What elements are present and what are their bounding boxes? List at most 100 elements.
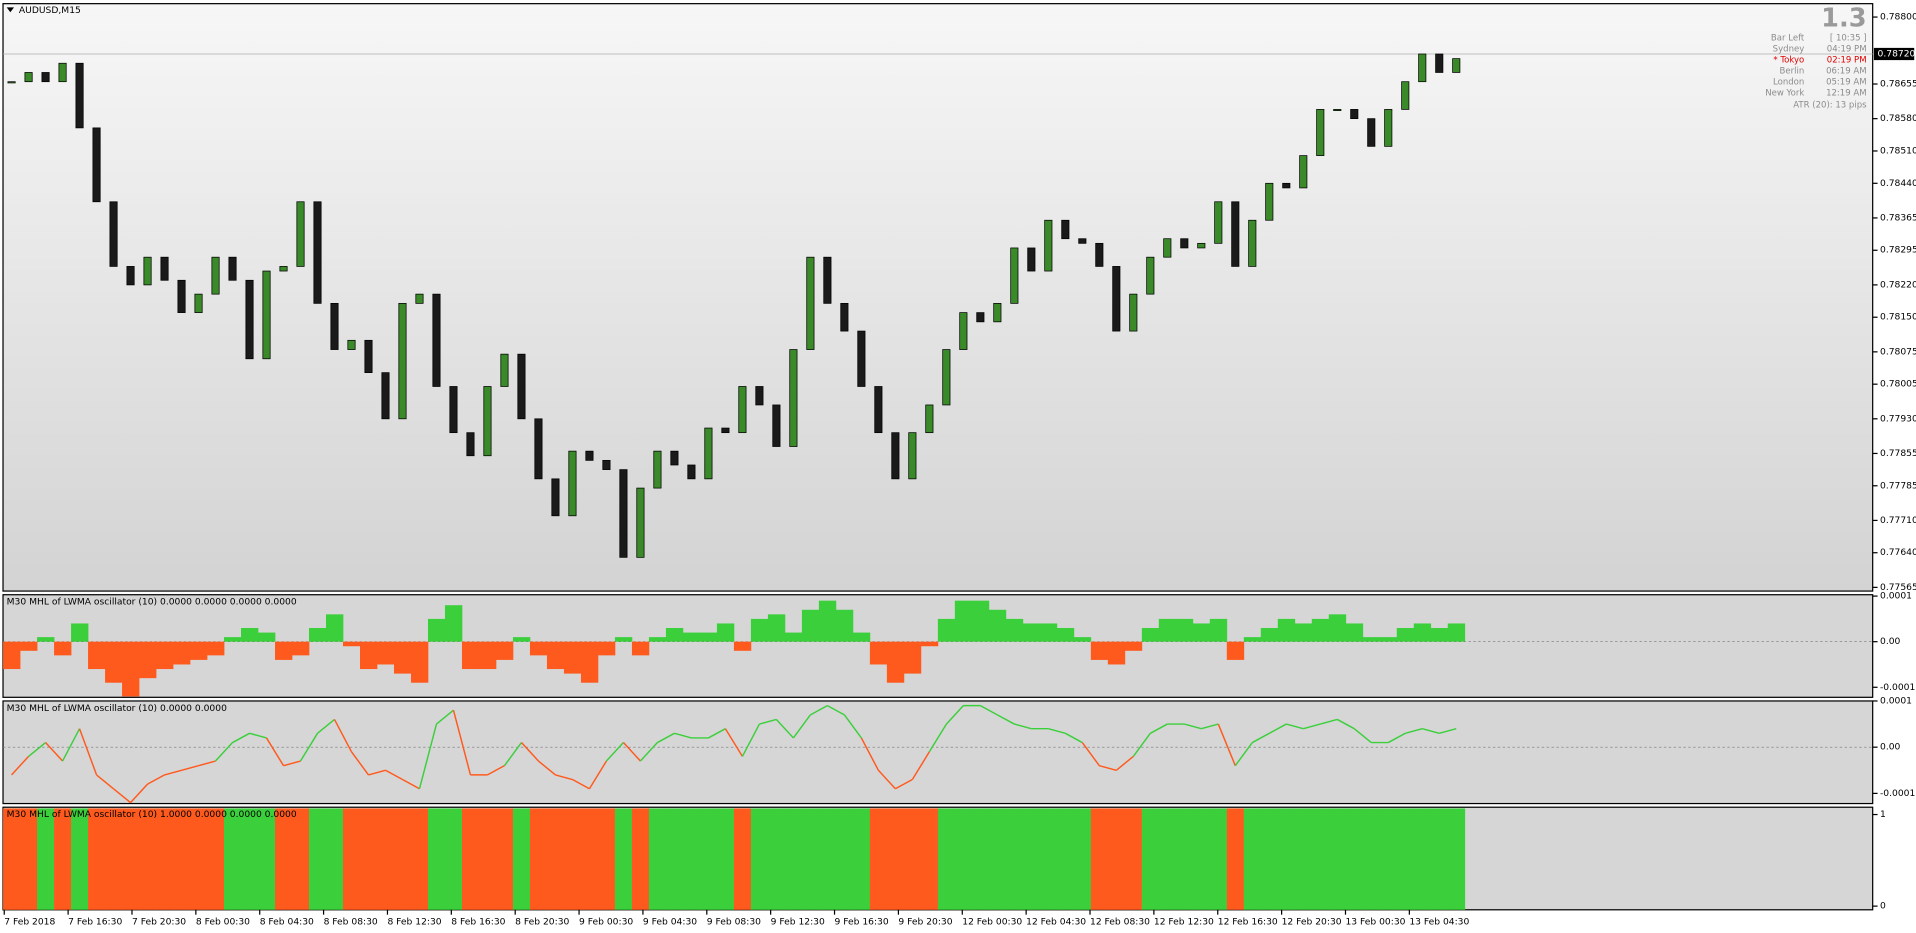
info-atr: ATR (20): 13 pips: [1793, 101, 1867, 111]
osc-bar: [716, 623, 735, 642]
y-tick-label: 0.00: [1880, 743, 1901, 753]
state-bar: [1073, 808, 1092, 910]
state-bar: [971, 808, 990, 910]
osc-bar: [309, 628, 327, 642]
osc-line-segment: [605, 742, 624, 762]
osc-line-segment: [759, 718, 777, 725]
osc-line-segment: [1132, 732, 1151, 757]
osc-bar: [325, 614, 344, 642]
candle: [1180, 238, 1189, 249]
menu-arrow[interactable]: [6, 7, 15, 13]
osc-bar: [190, 641, 208, 660]
osc-bar: [886, 641, 905, 683]
state-bar: [71, 808, 89, 910]
osc-line-segment: [945, 705, 964, 725]
osc-bar: [20, 641, 38, 651]
osc-bar: [1107, 641, 1126, 665]
osc-bar: [495, 641, 514, 660]
osc-bar: [1209, 618, 1228, 642]
osc-bar: [920, 641, 939, 647]
osc-bar: [597, 641, 616, 656]
candle: [1061, 219, 1070, 240]
y-tick-label: 0: [1880, 902, 1886, 912]
osc-line-segment: [877, 769, 896, 790]
state-bar: [105, 808, 123, 910]
osc-bar: [444, 605, 463, 642]
state-bar: [631, 808, 650, 910]
candle: [517, 353, 526, 420]
osc-line-segment: [452, 710, 472, 776]
state-bar: [1413, 808, 1432, 910]
state-bar: [20, 808, 38, 910]
osc-bar: [699, 632, 718, 642]
osc-bar: [1396, 628, 1415, 642]
osc-line-segment: [232, 732, 250, 744]
osc-line-segment: [147, 774, 165, 785]
x-tick-label: 9 Feb 04:30: [643, 918, 697, 928]
state-bar: [461, 808, 480, 910]
state-bar: [512, 808, 531, 910]
osc-bar: [342, 641, 361, 647]
candle: [364, 339, 373, 374]
candle: [619, 469, 628, 558]
candle: [704, 427, 713, 480]
state-bar: [444, 808, 463, 910]
info-label: * Tokyo: [1773, 55, 1804, 65]
state-bar: [1362, 808, 1381, 910]
state-bar: [427, 808, 446, 910]
osc-line-segment: [708, 728, 726, 739]
osc-line-segment: [1387, 732, 1406, 744]
x-tick-label: 9 Feb 20:30: [898, 918, 952, 928]
candle: [908, 432, 917, 480]
osc-bar: [173, 641, 191, 665]
osc-line-segment: [775, 718, 794, 739]
y-tick-label: 0.77640: [1880, 548, 1916, 558]
candle: [313, 201, 322, 304]
osc-bar: [3, 641, 21, 670]
state-bar: [410, 808, 429, 910]
osc-line-segment: [1149, 723, 1168, 734]
candle: [874, 386, 883, 434]
state-bar: [563, 808, 582, 910]
candle: [1078, 238, 1087, 244]
current-price-label: 0.78720: [1878, 49, 1916, 59]
osc-bar: [461, 641, 480, 670]
y-tick-label: 0.77785: [1880, 481, 1916, 491]
state-bar: [648, 808, 667, 910]
state-bar: [1175, 808, 1194, 910]
osc-bar: [1430, 628, 1449, 642]
candle: [1282, 182, 1291, 189]
candle: [670, 450, 679, 466]
state-bar: [716, 808, 735, 910]
osc-bar: [733, 641, 752, 651]
candle: [483, 386, 492, 457]
state-bar: [988, 808, 1007, 910]
state-bar: [597, 808, 616, 910]
osc-bar: [1328, 614, 1347, 642]
candle: [109, 201, 118, 267]
y-tick-label: 0.77855: [1880, 449, 1916, 459]
osc-bar: [292, 641, 310, 656]
osc-bar: [682, 632, 701, 642]
osc-bar: [903, 641, 922, 674]
osc-line-segment: [11, 755, 30, 776]
osc-line-segment: [1014, 723, 1032, 730]
osc-line-segment: [299, 732, 319, 762]
x-tick-label: 8 Feb 00:30: [196, 918, 250, 928]
osc-bar: [207, 641, 225, 656]
x-tick-label: 12 Feb 00:30: [962, 918, 1022, 928]
osc-line-segment: [436, 709, 454, 725]
info-big: 1.3: [1821, 4, 1866, 34]
candle: [1231, 201, 1240, 267]
candle: [58, 62, 67, 83]
osc-line-segment: [418, 723, 438, 789]
state-bar: [1328, 808, 1347, 910]
info-value: 02:19 PM: [1827, 55, 1867, 65]
y-tick-label: 0.78365: [1880, 213, 1916, 223]
osc-bar: [631, 641, 650, 656]
info-value: 06:19 AM: [1826, 66, 1867, 76]
state-bar: [733, 808, 752, 910]
state-bar: [937, 808, 956, 910]
